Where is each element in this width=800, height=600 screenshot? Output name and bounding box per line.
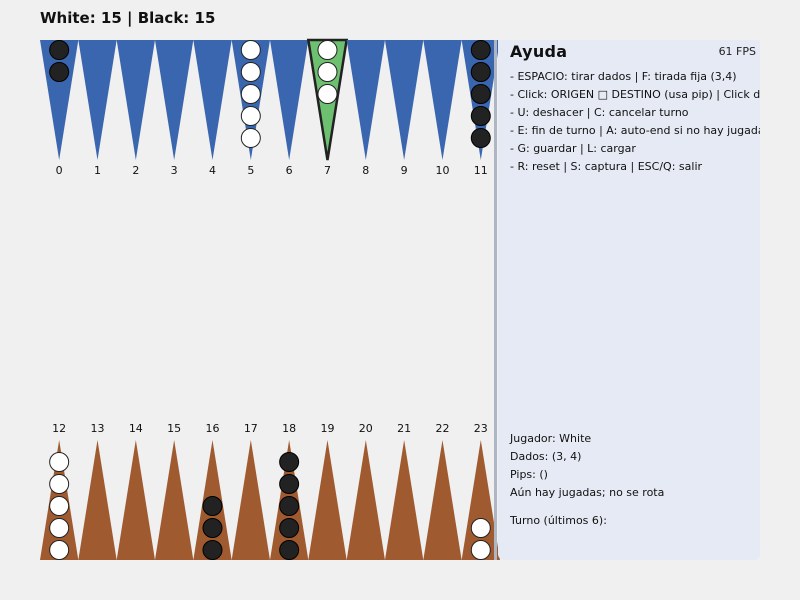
- white-checker[interactable]: [240, 128, 261, 148]
- point-label: 21: [397, 422, 411, 435]
- point-label: 3: [171, 164, 178, 177]
- point-10-triangle[interactable]: [423, 40, 462, 160]
- turn-log-header: Turno (últimos 6):: [510, 514, 607, 527]
- black-checker[interactable]: [470, 106, 491, 126]
- point-13-triangle[interactable]: [78, 440, 117, 560]
- point-20-triangle[interactable]: [346, 440, 385, 560]
- white-checker[interactable]: [470, 518, 491, 538]
- black-checker[interactable]: [49, 62, 70, 82]
- point-1-triangle[interactable]: [78, 40, 117, 160]
- white-checker[interactable]: [240, 62, 261, 82]
- point-label: 7: [324, 164, 331, 177]
- dice-display: Dados: (3, 4): [510, 450, 582, 463]
- black-checker[interactable]: [49, 40, 70, 60]
- white-checker[interactable]: [240, 106, 261, 126]
- point-label: 11: [474, 164, 488, 177]
- black-checker[interactable]: [279, 496, 300, 516]
- point-9-triangle[interactable]: [384, 40, 424, 160]
- point-label: 9: [401, 164, 408, 177]
- board-divider: [494, 40, 497, 560]
- white-checker[interactable]: [470, 540, 491, 560]
- point-label: 23: [474, 422, 488, 435]
- point-label: 5: [247, 164, 254, 177]
- help-line-reset: - R: reset | S: captura | ESC/Q: salir: [510, 160, 703, 173]
- point-21-triangle[interactable]: [384, 440, 424, 560]
- white-checker[interactable]: [49, 496, 70, 516]
- white-checker[interactable]: [49, 474, 70, 494]
- point-label: 10: [435, 164, 449, 177]
- black-checker[interactable]: [470, 62, 491, 82]
- point-2-triangle[interactable]: [116, 40, 155, 160]
- point-label: 4: [209, 164, 216, 177]
- white-checker[interactable]: [317, 62, 338, 82]
- white-checker[interactable]: [49, 452, 70, 472]
- help-panel: Ayuda 61 FPS - ESPACIO: tirar dados | F:…: [498, 40, 760, 560]
- point-label: 1: [94, 164, 101, 177]
- black-checker[interactable]: [202, 496, 223, 516]
- pips-display: Pips: (): [510, 468, 548, 481]
- black-checker[interactable]: [279, 474, 300, 494]
- moves-note: Aún hay jugadas; no se rota: [510, 486, 665, 499]
- point-15-triangle[interactable]: [154, 440, 194, 560]
- point-label: 19: [320, 422, 334, 435]
- white-checker[interactable]: [317, 40, 338, 60]
- point-label: 20: [359, 422, 373, 435]
- point-label: 17: [244, 422, 258, 435]
- white-checker[interactable]: [49, 518, 70, 538]
- point-8-triangle[interactable]: [346, 40, 385, 160]
- help-line-roll: - ESPACIO: tirar dados | F: tirada fija …: [510, 70, 737, 83]
- current-player: Jugador: White: [510, 432, 592, 445]
- black-checker[interactable]: [279, 540, 300, 560]
- black-checker[interactable]: [279, 518, 300, 538]
- score-display: White: 15 | Black: 15: [40, 9, 216, 27]
- point-label: 8: [362, 164, 369, 177]
- point-4-triangle[interactable]: [193, 40, 232, 160]
- black-checker[interactable]: [279, 452, 300, 472]
- white-checker[interactable]: [317, 84, 338, 104]
- point-label: 13: [90, 422, 104, 435]
- black-checker[interactable]: [470, 40, 491, 60]
- help-line-click: - Click: ORIGEN □ DESTINO (usa pip) | Cl…: [510, 88, 760, 101]
- help-line-end-turn: - E: fin de turno | A: auto-end si no ha…: [510, 124, 760, 137]
- point-label: 18: [282, 422, 296, 435]
- point-label: 15: [167, 422, 181, 435]
- fps-counter: 61 FPS: [718, 45, 756, 58]
- black-checker[interactable]: [202, 540, 223, 560]
- point-label: 22: [435, 422, 449, 435]
- help-title: Ayuda: [510, 42, 568, 61]
- point-19-triangle[interactable]: [308, 440, 347, 560]
- point-14-triangle[interactable]: [116, 440, 155, 560]
- white-checker[interactable]: [240, 40, 261, 60]
- point-label: 14: [129, 422, 143, 435]
- black-checker[interactable]: [202, 518, 223, 538]
- white-checker[interactable]: [240, 84, 261, 104]
- point-22-triangle[interactable]: [423, 440, 462, 560]
- point-label: 0: [56, 164, 63, 177]
- black-checker[interactable]: [470, 128, 491, 148]
- white-checker[interactable]: [49, 540, 70, 560]
- help-line-undo: - U: deshacer | C: cancelar turno: [510, 106, 689, 119]
- point-label: 12: [52, 422, 66, 435]
- help-line-save: - G: guardar | L: cargar: [510, 142, 636, 155]
- point-label: 16: [205, 422, 219, 435]
- point-3-triangle[interactable]: [154, 40, 194, 160]
- point-6-triangle[interactable]: [269, 40, 309, 160]
- point-label: 6: [286, 164, 293, 177]
- point-label: 2: [132, 164, 139, 177]
- black-checker[interactable]: [470, 84, 491, 104]
- point-17-triangle[interactable]: [231, 440, 270, 560]
